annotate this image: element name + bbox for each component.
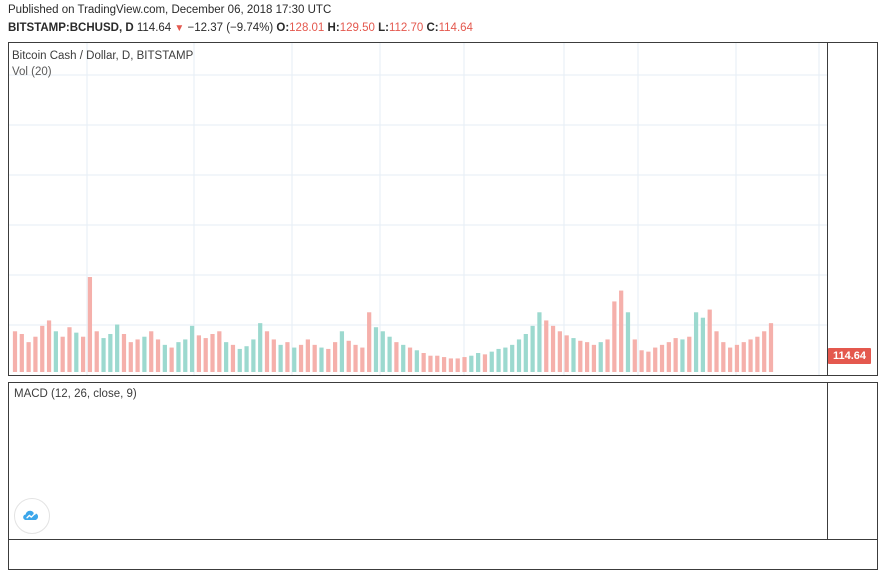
quote-line: BITSTAMP:BCHUSD, D 114.64 ▼ −12.37 (−9.7… (8, 22, 473, 34)
macd-canvas (9, 383, 829, 539)
high-value: 129.50 (339, 22, 375, 34)
macd-panel[interactable] (8, 382, 878, 540)
price-legend-label: Bitcoin Cash / Dollar, D, BITSTAMP (12, 50, 194, 62)
high-key: H: (327, 22, 340, 34)
macd-axis[interactable] (827, 383, 877, 539)
open-value: 128.01 (289, 22, 325, 34)
price-canvas (9, 43, 829, 375)
close-value: 114.64 (438, 22, 473, 34)
volume-legend-label: Vol (20) (12, 66, 52, 78)
tradingview-logo-icon[interactable] (14, 498, 50, 534)
last-price: 114.64 (136, 22, 172, 34)
symbol-label[interactable]: BITSTAMP:BCHUSD, D (8, 22, 134, 34)
change-value: −12.37 (−9.74%) (187, 22, 274, 34)
macd-plot-area[interactable] (9, 383, 829, 539)
down-triangle-icon: ▼ (174, 23, 185, 34)
macd-legend-label: MACD (12, 26, close, 9) (14, 388, 137, 400)
published-line: Published on TradingView.com, December 0… (8, 4, 332, 16)
price-axis[interactable] (827, 43, 877, 375)
close-key: C: (426, 22, 439, 34)
price-plot-area[interactable] (9, 43, 829, 375)
price-panel[interactable] (8, 42, 878, 376)
low-key: L: (378, 22, 389, 34)
low-value: 112.70 (388, 22, 424, 34)
time-axis[interactable] (8, 540, 878, 570)
current-price-badge: 114.64 (828, 348, 872, 364)
open-key: O: (276, 22, 290, 34)
